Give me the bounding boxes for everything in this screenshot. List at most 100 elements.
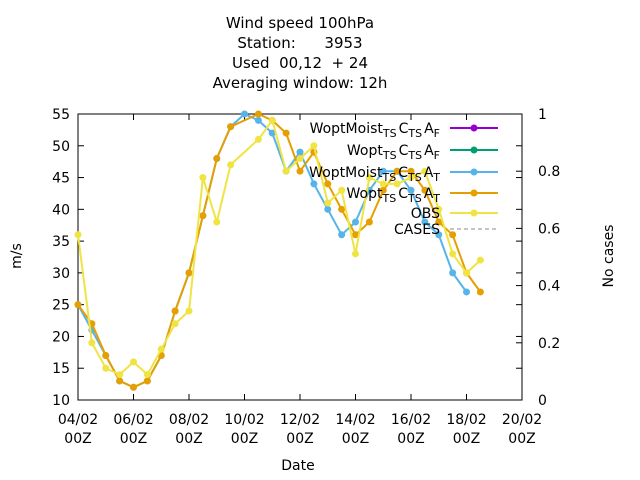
data-point — [421, 167, 429, 175]
y-tick-label: 20 — [52, 329, 70, 345]
x-tick-label-hour: 00Z — [64, 431, 91, 447]
data-point — [171, 320, 179, 328]
axes: 10 15 20 25 30 35 40 45 50 55 0 0.2 0.4 0.6 0.8 1 04/02 0… — [52, 107, 560, 447]
data-point — [102, 364, 110, 372]
data-point — [130, 383, 137, 391]
data-point — [130, 358, 137, 366]
y-tick-label: 35 — [52, 234, 70, 250]
y-tick-label: 15 — [52, 361, 70, 377]
title-line-1: Wind speed 100hPa — [225, 14, 375, 32]
data-point — [296, 148, 304, 156]
data-point — [338, 205, 346, 213]
x-tick-label-hour: 00Z — [508, 431, 535, 447]
data-point — [476, 256, 484, 264]
data-point — [254, 116, 262, 124]
x-tick-label-hour: 00Z — [453, 431, 480, 447]
data-point — [449, 269, 457, 277]
data-point — [88, 339, 96, 347]
data-point — [199, 174, 207, 182]
x-tick-label-date: 12/02 — [280, 412, 320, 428]
data-point — [407, 186, 415, 194]
x-tick-label-hour: 00Z — [397, 431, 424, 447]
data-point — [393, 167, 401, 175]
data-point — [379, 167, 387, 175]
x-tick-label-date: 08/02 — [169, 412, 209, 428]
data-point — [338, 186, 346, 194]
data-point — [310, 142, 318, 150]
legend-swatch-marker — [470, 189, 478, 197]
legend-label-wopt-af: WoptTS CTS AF — [347, 143, 440, 162]
data-point — [282, 129, 290, 137]
legend-label-wopt-moist-at: WoptMoistTS CTS AT — [309, 165, 440, 184]
legend-swatch-marker — [470, 124, 478, 132]
data-point — [268, 129, 276, 137]
data-point — [185, 269, 193, 277]
data-point — [143, 377, 151, 385]
x-tick-label-date: 20/02 — [502, 412, 542, 428]
legend-label-cases: CASES — [394, 222, 440, 238]
x-tick-label-date: 10/02 — [224, 412, 264, 428]
data-point — [435, 231, 443, 239]
data-point — [213, 218, 221, 226]
x-tick-label-date: 04/02 — [58, 412, 98, 428]
data-point — [421, 186, 429, 194]
data-point — [407, 167, 415, 175]
y-tick-label: 55 — [52, 107, 70, 123]
x-tick-label-date: 06/02 — [113, 412, 153, 428]
y-tick-label: 50 — [52, 139, 70, 155]
x-tick-label-date: 14/02 — [335, 412, 375, 428]
legend-label-obs: OBS — [411, 206, 440, 222]
data-point — [324, 205, 332, 213]
y-tick-label: 25 — [52, 298, 70, 314]
data-point — [324, 180, 332, 188]
data-point — [421, 218, 429, 226]
y2-tick-label: 0.6 — [538, 221, 560, 237]
data-point — [74, 301, 82, 309]
x-tick-label-date: 18/02 — [446, 412, 486, 428]
y2-tick-label: 0.2 — [538, 336, 560, 352]
data-point — [282, 167, 290, 175]
data-point — [102, 352, 110, 360]
data-point — [268, 116, 276, 124]
data-point — [227, 123, 235, 131]
legend-swatch-marker — [470, 209, 478, 217]
legend-swatch-marker — [470, 168, 478, 176]
data-point — [449, 250, 457, 258]
data-point — [365, 174, 373, 182]
legend-label-wopt-at: WoptTS CTS AT — [347, 186, 441, 205]
data-point — [407, 174, 415, 182]
data-point — [352, 250, 359, 258]
title-line-4: Averaging window: 12h — [212, 74, 388, 92]
y2-tick-label: 0 — [538, 393, 547, 409]
data-point — [338, 231, 346, 239]
data-point — [352, 218, 359, 226]
title-line-3: Used 00,12 + 24 — [232, 54, 368, 72]
data-point — [393, 180, 401, 188]
data-point — [254, 110, 262, 118]
x-tick-label-hour: 00Z — [120, 431, 147, 447]
y-tick-label: 40 — [52, 202, 70, 218]
data-point — [185, 307, 193, 315]
data-point — [254, 135, 262, 143]
data-point — [199, 212, 207, 220]
series-layer — [74, 110, 484, 391]
data-point — [352, 231, 359, 239]
data-point — [449, 231, 457, 239]
data-point — [241, 110, 248, 118]
data-point — [74, 231, 82, 239]
y2-tick-label: 0.4 — [538, 279, 560, 295]
data-point — [116, 377, 124, 385]
data-point — [296, 154, 304, 162]
data-point — [379, 186, 387, 194]
data-point — [171, 307, 179, 315]
data-point — [379, 180, 387, 188]
title-line-2: Station: 3953 — [237, 34, 363, 52]
data-point — [435, 205, 443, 213]
data-point — [227, 161, 235, 169]
y-tick-label: 45 — [52, 171, 70, 187]
y2-tick-label: 1 — [538, 107, 547, 123]
data-point — [435, 218, 443, 226]
data-point — [116, 371, 124, 379]
x-tick-label-date: 16/02 — [391, 412, 431, 428]
